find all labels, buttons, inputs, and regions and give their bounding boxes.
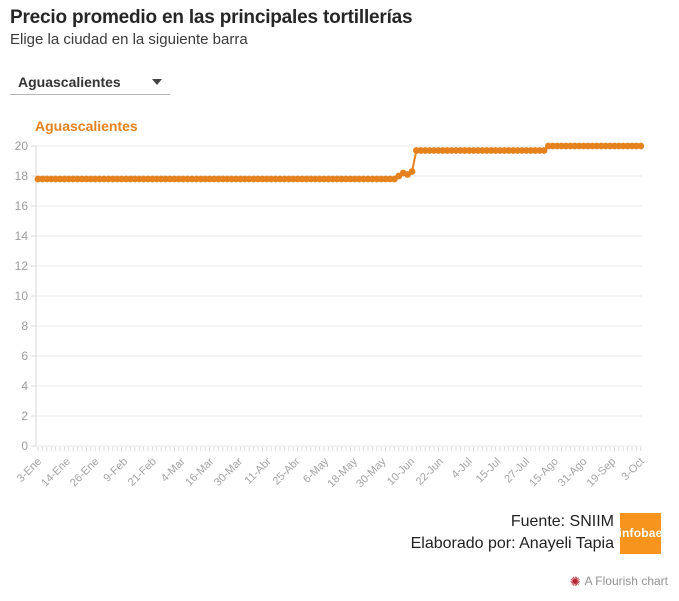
price-line-chart: 0 2 4 6 8 10 12 14 16 18 20 3-Ene 14-Ene 26-Ene 9-Feb 2… (0, 110, 679, 510)
x-axis-tick-label: 18-May (325, 455, 360, 490)
flourish-flower-icon: ✺ (569, 573, 581, 589)
series-legend: Aguascalientes (35, 118, 138, 134)
page-subtitle: Elige la ciudad en la siguiente barra (10, 31, 248, 48)
y-axis-tick-label: 18 (15, 169, 29, 183)
page-title: Precio promedio en las principales torti… (10, 7, 413, 28)
x-axis-tick-label: 31-Ago (556, 456, 590, 490)
infobae-logo: infobae (618, 512, 663, 554)
x-axis-tick-label: 30-Mar (212, 455, 245, 488)
credits-block: Fuente: SNIIM Elaborado por: Anayeli Tap… (411, 511, 614, 555)
x-axis-tick-label: 10-Jun (385, 456, 417, 488)
x-axis-tick-label: 15-Ago (527, 456, 561, 490)
y-axis-tick-label: 2 (21, 409, 28, 423)
x-axis-tick-label: 26-Ene (68, 456, 102, 490)
x-axis-tick-label: 30-May (354, 455, 389, 490)
x-axis-tick-label: 16-Mar (183, 455, 216, 488)
infobae-logo-text: infobae (618, 526, 663, 540)
chart-footer: Fuente: SNIIM Elaborado por: Anayeli Tap… (411, 511, 663, 555)
x-axis-tick-label: 15-Jul (474, 456, 504, 486)
credit-text: Elaborado por: Anayeli Tapia (410, 535, 614, 552)
x-axis-tick-label: 25-Abr (271, 455, 303, 487)
y-axis-tick-label: 12 (15, 259, 29, 273)
flourish-attribution-label: A Flourish chart (584, 574, 668, 588)
chevron-down-icon (152, 79, 162, 85)
y-axis-tick-label: 0 (21, 439, 28, 453)
x-axis-tick-label: 21-Feb (126, 456, 159, 489)
x-axis-tick-label: 11-Abr (243, 455, 274, 486)
data-point (637, 142, 645, 150)
city-dropdown-value: Aguascalientes (18, 74, 121, 90)
y-axis-tick-label: 14 (15, 229, 29, 243)
y-axis-tick-label: 16 (15, 199, 29, 213)
y-axis-tick-label: 20 (15, 139, 29, 153)
data-point (540, 147, 548, 154)
y-axis-tick-label: 6 (21, 349, 28, 363)
x-axis-tick-label: 22-Jun (414, 456, 446, 488)
x-axis-tick-label: 3-Oct (619, 456, 647, 484)
city-dropdown[interactable]: Aguascalientes (10, 70, 170, 95)
x-axis-tick-label: 14-Ene (39, 456, 73, 490)
source-text: Fuente: SNIIM (510, 513, 614, 530)
y-axis-tick-label: 8 (21, 319, 28, 333)
y-axis-tick-label: 10 (15, 289, 29, 303)
flourish-attribution-link[interactable]: ✺ A Flourish chart (570, 574, 668, 588)
x-axis-tick-label: 19-Sep (585, 456, 619, 490)
series-line (38, 145, 641, 180)
y-axis-tick-label: 4 (21, 379, 28, 393)
data-point (408, 168, 416, 175)
x-axis-tick-label: 4-Jul (449, 456, 474, 481)
